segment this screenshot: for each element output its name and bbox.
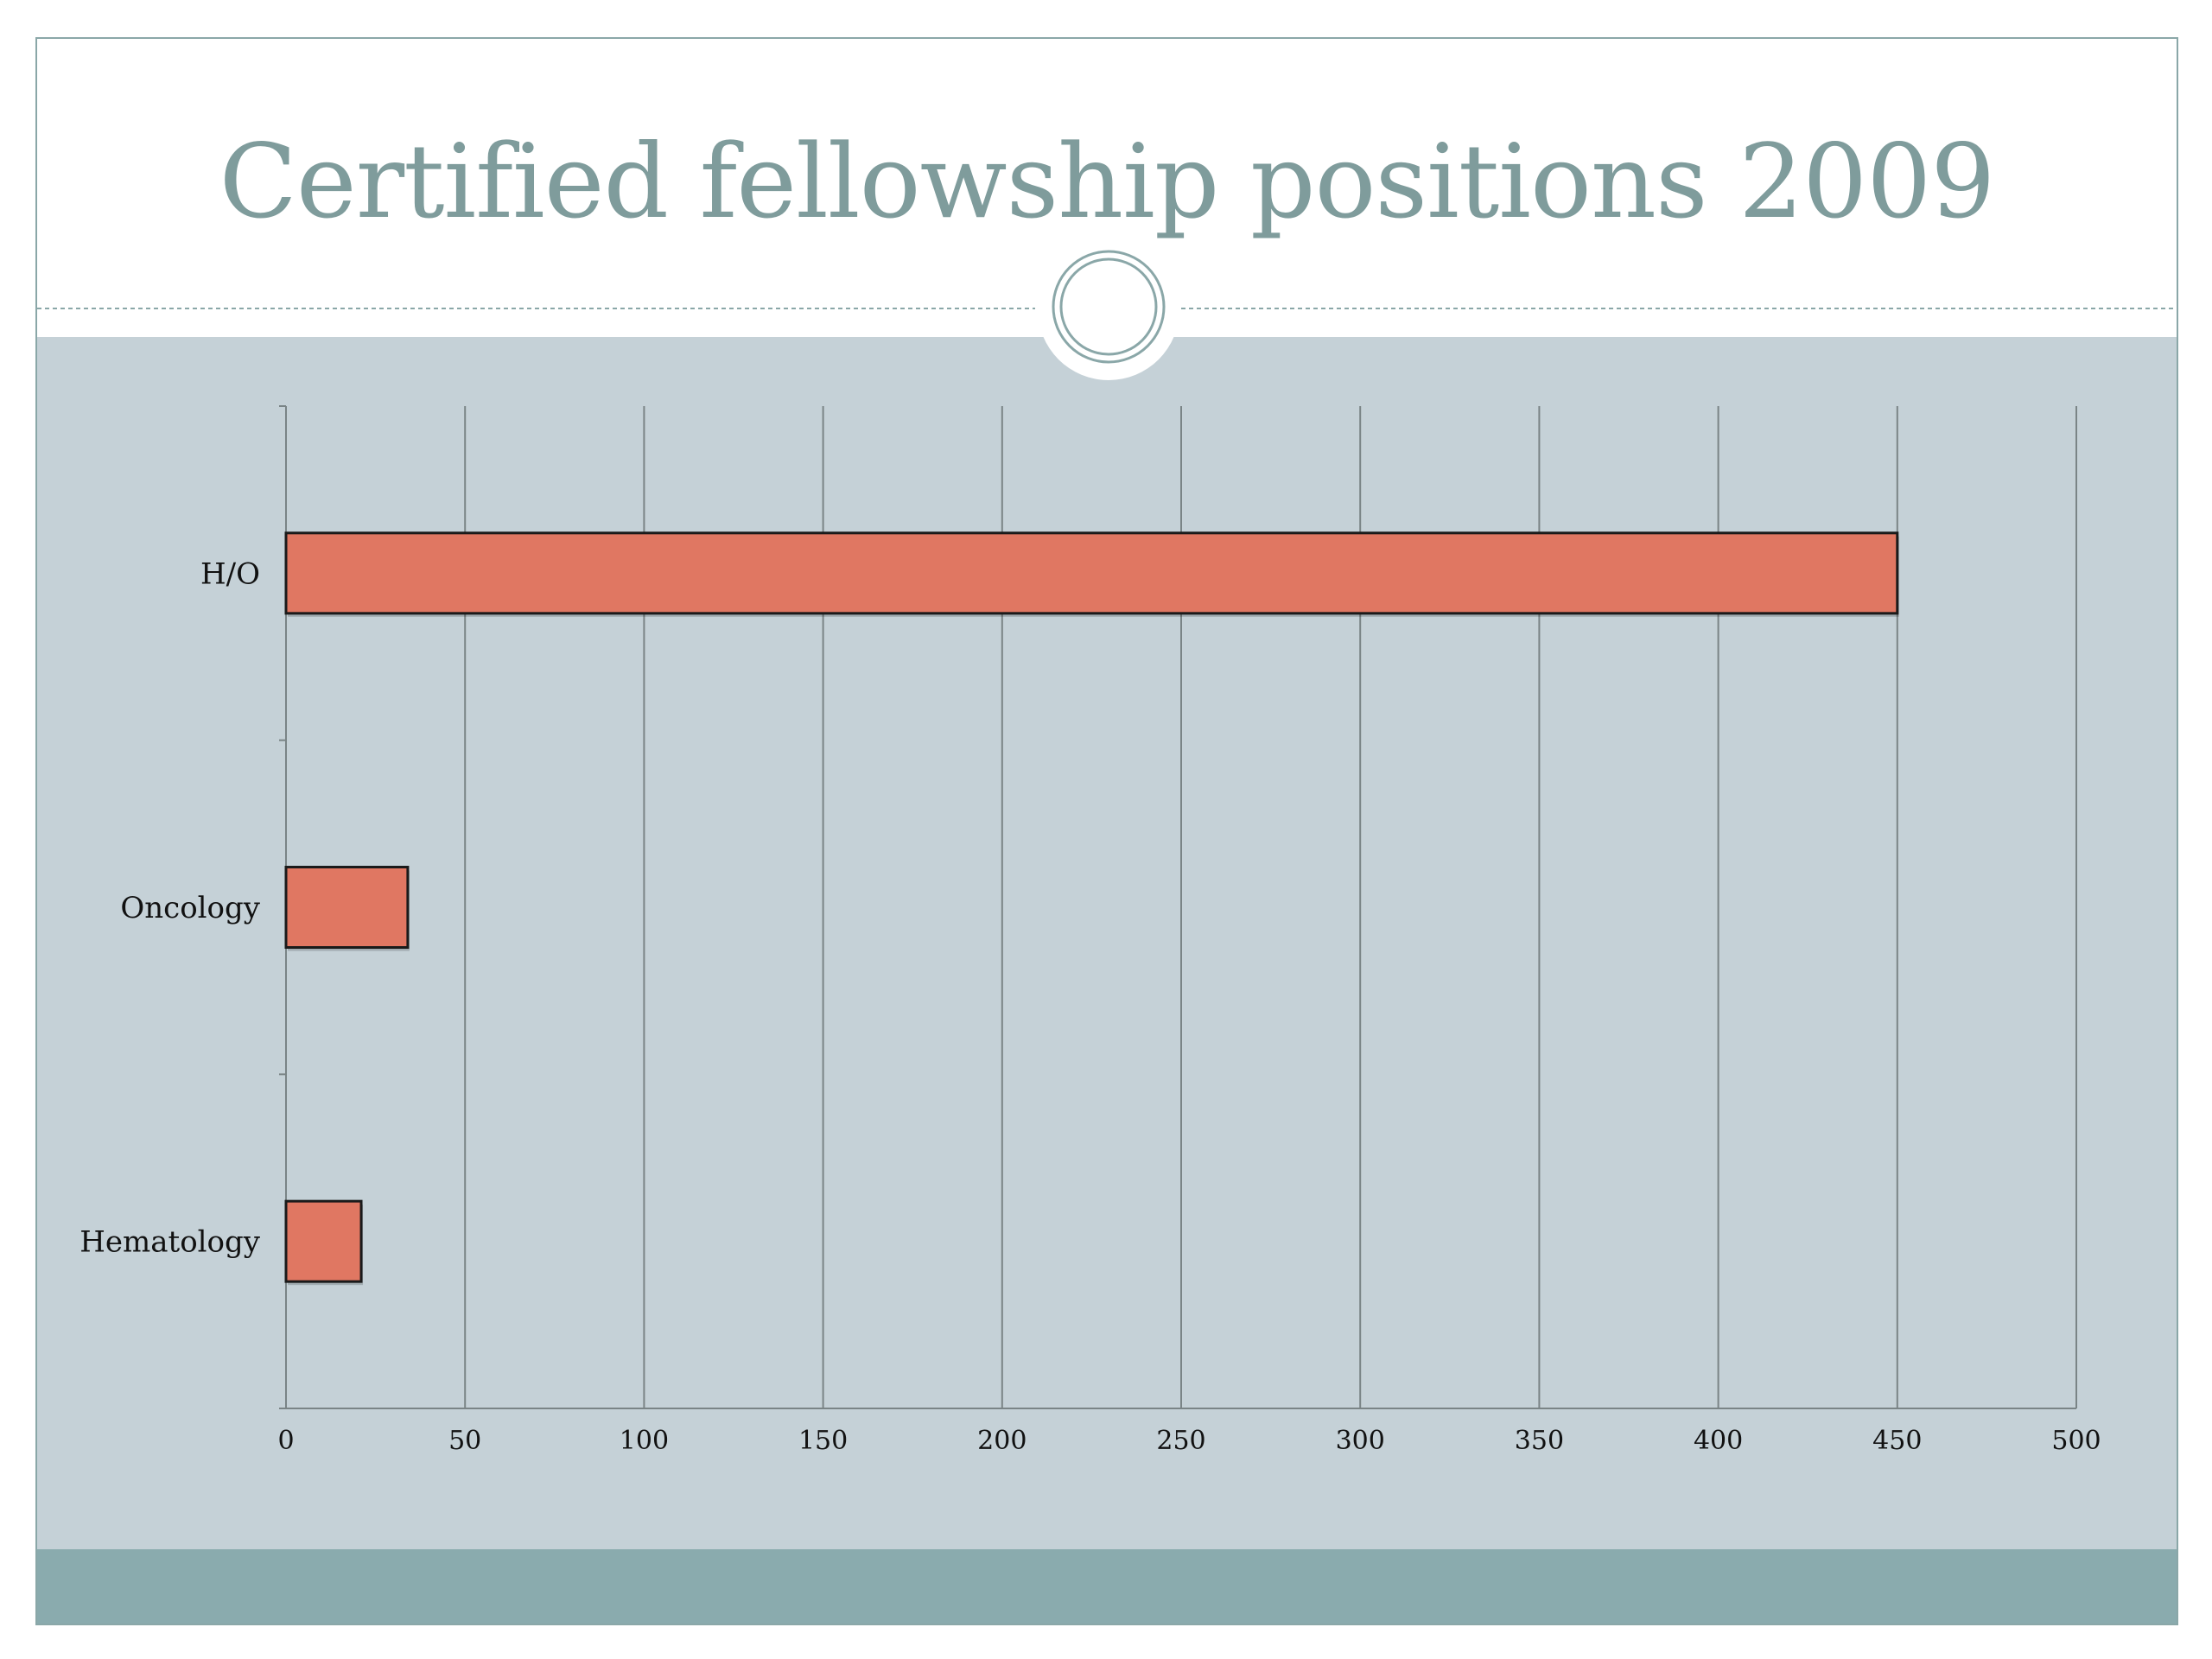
x-tick-label-450: 450 (1872, 1426, 1922, 1456)
bars (284, 531, 1899, 1286)
category-label-oncology: Oncology (120, 891, 260, 925)
slide-title: Certified fellowship positions 2009 (219, 122, 1996, 241)
category-label-h-o: H/O (200, 556, 260, 591)
x-tick-label-0: 0 (277, 1426, 294, 1456)
x-tick-label-250: 250 (1156, 1426, 1205, 1456)
category-label-hematology: Hematology (79, 1225, 261, 1260)
x-tick-label-400: 400 (1694, 1426, 1743, 1456)
labels: 0 50 100 150 200 250 300 350 400 450 500 H/O Oncolog… (79, 556, 2101, 1456)
x-tick-label-300: 300 (1336, 1426, 1385, 1456)
x-tick-label-50: 50 (448, 1426, 481, 1456)
x-tick-label-200: 200 (977, 1426, 1027, 1456)
x-tick-label-100: 100 (620, 1426, 669, 1456)
x-tick-label-500: 500 (2051, 1426, 2101, 1456)
divider-circle-outer (1052, 250, 1166, 364)
divider-circle-inner (1059, 257, 1158, 356)
bar-hematology (284, 1199, 363, 1283)
bar-h-o (284, 531, 1899, 615)
x-tick-label-350: 350 (1515, 1426, 1564, 1456)
footer-band (37, 1549, 2177, 1624)
bar-oncology (284, 866, 410, 949)
x-tick-label-150: 150 (798, 1426, 848, 1456)
title-divider (37, 238, 2177, 380)
